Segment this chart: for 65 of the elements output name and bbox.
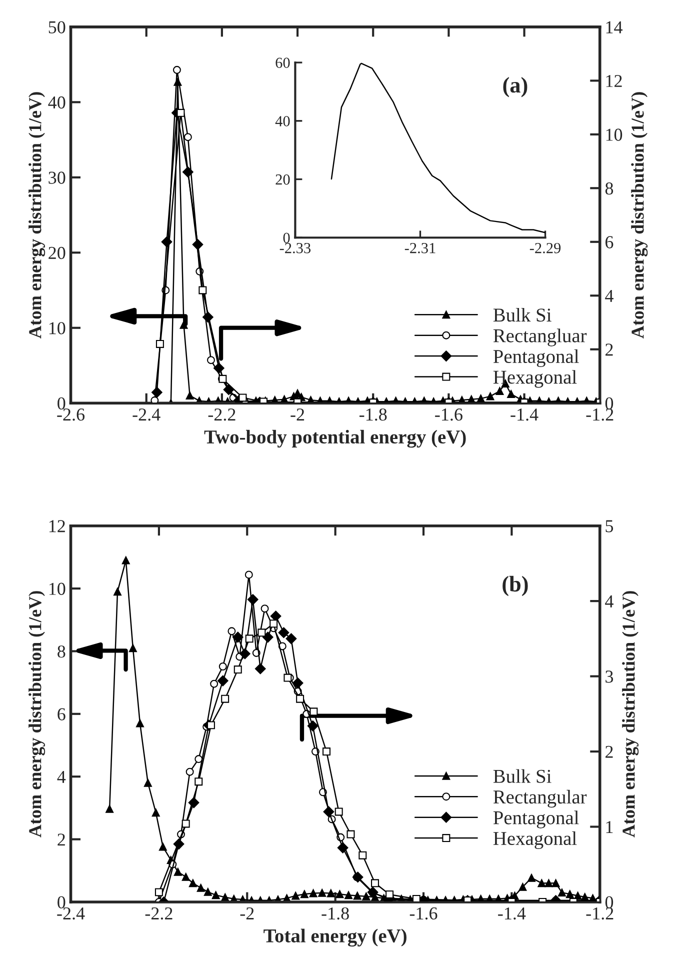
- x-tick-label: -1.6: [435, 408, 462, 421]
- x-tick-label: -2: [240, 907, 254, 920]
- x-tick-label: -2.6: [57, 408, 85, 421]
- y-tick-label: 40: [275, 116, 290, 126]
- x-tick-label: -1.2: [586, 408, 614, 421]
- x-tick-label: -2.29: [530, 242, 561, 254]
- y2-tick-label: 12: [606, 74, 622, 87]
- y-tick-label: 20: [48, 246, 66, 260]
- legend-label: Pentagonal: [493, 810, 579, 828]
- x-axis-title: Total energy (eV): [264, 928, 406, 947]
- y-tick-label: 0: [58, 896, 66, 908]
- x-tick-label: -2.33: [280, 242, 311, 254]
- legend-label: Bulk Si: [493, 769, 552, 783]
- x-axis-title: Two-body potential energy (eV): [204, 430, 466, 448]
- y2-tick-label: 4: [605, 595, 614, 608]
- y-tick-label: 30: [48, 172, 66, 184]
- x-tick-label: -1.6: [410, 907, 438, 920]
- y-tick-label: 40: [48, 96, 66, 109]
- y2-axis-title: Atom energy distribution (1/eV): [631, 92, 648, 338]
- y-axis-title: Atom energy distribution (1/eV): [28, 591, 46, 838]
- legend-label: Hexagonal: [493, 370, 577, 388]
- legend-label: Bulk Si: [493, 308, 552, 322]
- x-tick-label: -1.4: [510, 408, 538, 421]
- y-axis-title: Atom energy distribution (1/eV): [28, 92, 46, 338]
- y2-tick-label: 14: [606, 21, 622, 34]
- y2-tick-label: 2: [606, 344, 613, 356]
- y-tick-label: 4: [57, 770, 66, 783]
- x-tick-label: -1.4: [498, 907, 526, 920]
- y2-tick-label: 3: [606, 670, 614, 683]
- y2-tick-label: 0: [605, 397, 614, 410]
- y2-tick-label: 10: [606, 128, 622, 141]
- legend-label: Pentagonal: [493, 349, 579, 368]
- y2-tick-label: 1: [606, 821, 613, 834]
- y-tick-label: 60: [276, 58, 290, 68]
- x-tick-label: -1.2: [586, 907, 614, 920]
- y2-axis-title: Atom energy distribution (1/eV): [622, 591, 639, 838]
- y-tick-label: 8: [58, 645, 66, 658]
- y-tick-label: 10: [49, 322, 66, 334]
- y-tick-label: 20: [276, 174, 290, 185]
- x-tick-label: -1.8: [359, 408, 387, 421]
- legend-label: Rectangular: [493, 790, 587, 808]
- y-tick-label: 6: [58, 708, 66, 720]
- x-tick-label: -2.4: [57, 907, 85, 920]
- annotation: (a): [503, 77, 528, 98]
- y2-tick-label: 8: [605, 182, 614, 195]
- y-tick-label: 2: [58, 834, 65, 846]
- annotation: (b): [502, 576, 528, 596]
- y-tick-label: 50: [48, 21, 66, 34]
- y-tick-label: 0: [283, 232, 290, 244]
- legend-label: Rectangluar: [493, 328, 587, 346]
- y-tick-label: 10: [49, 582, 66, 595]
- x-tick-label: -2.2: [145, 907, 172, 920]
- x-tick-label: -2: [290, 408, 304, 420]
- x-tick-label: -2.2: [208, 408, 236, 421]
- y-tick-label: 12: [49, 520, 65, 532]
- y2-tick-label: 6: [605, 236, 614, 248]
- y2-tick-label: 2: [606, 746, 613, 758]
- y2-tick-label: 5: [606, 520, 614, 532]
- y2-tick-label: 4: [605, 290, 614, 302]
- x-tick-label: -2.4: [132, 408, 160, 421]
- x-tick-label: -2.31: [404, 242, 436, 254]
- y-tick-label: 0: [58, 397, 66, 410]
- legend-label: Hexagonal: [493, 831, 577, 850]
- y2-tick-label: 0: [605, 896, 614, 908]
- x-tick-label: -1.8: [322, 907, 349, 920]
